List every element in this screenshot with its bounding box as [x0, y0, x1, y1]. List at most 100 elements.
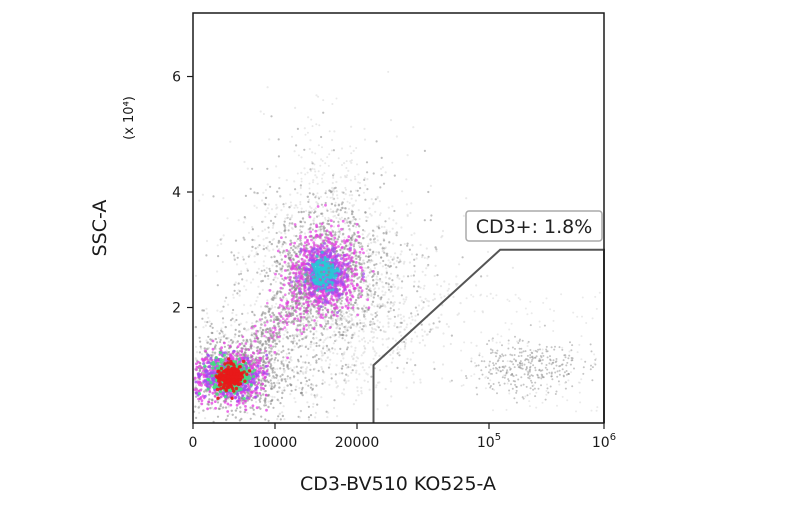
event-dot — [294, 400, 297, 404]
event-dot — [245, 288, 248, 291]
event-dot — [420, 308, 423, 311]
event-dot — [298, 339, 301, 342]
event-dot — [253, 255, 256, 258]
event-dot — [377, 287, 380, 290]
event-dot — [282, 249, 285, 252]
event-dot — [295, 286, 299, 290]
event-dot — [339, 302, 342, 305]
event-dot — [243, 285, 246, 288]
event-dot — [238, 323, 241, 326]
event-dot — [289, 305, 292, 308]
event-dot — [381, 290, 384, 293]
event-dot — [304, 345, 307, 349]
event-dot — [369, 339, 372, 342]
event-dot — [227, 303, 230, 306]
event-dot — [253, 339, 256, 343]
event-dot — [285, 242, 288, 245]
event-dot — [353, 333, 356, 336]
event-dot — [416, 313, 420, 316]
event-dot — [326, 238, 330, 242]
event-dot — [273, 260, 277, 263]
event-dot — [486, 250, 490, 253]
event-dot — [366, 260, 369, 264]
event-dot — [277, 349, 280, 352]
event-dot — [301, 361, 305, 364]
event-dot — [299, 193, 302, 196]
event-dot — [269, 363, 272, 366]
event-dot — [395, 266, 398, 269]
event-dot — [322, 111, 325, 114]
event-dot — [222, 305, 225, 308]
event-dot — [370, 241, 373, 244]
event-dot — [400, 250, 403, 253]
event-dot — [403, 340, 406, 343]
event-dot — [202, 309, 205, 312]
event-dot — [305, 314, 308, 317]
event-dot — [375, 275, 378, 278]
event-dot — [331, 138, 334, 142]
event-dot — [320, 270, 323, 274]
event-dot — [423, 219, 426, 222]
event-dot — [440, 296, 443, 299]
event-dot — [252, 408, 255, 411]
event-dot — [396, 346, 400, 349]
event-dot — [322, 283, 325, 287]
event-dot — [219, 403, 222, 406]
event-dot — [235, 318, 238, 322]
event-dot — [289, 256, 292, 260]
event-dot — [272, 290, 275, 293]
event-dot — [350, 256, 354, 259]
event-dot — [345, 348, 349, 351]
event-dot — [322, 205, 325, 208]
event-dot — [314, 416, 317, 419]
event-dot — [353, 364, 356, 367]
event-dot — [261, 229, 264, 233]
event-dot — [271, 264, 274, 267]
event-dot — [370, 375, 373, 378]
event-dot — [387, 317, 390, 320]
event-dot — [441, 229, 445, 233]
event-dot — [254, 247, 257, 250]
event-dot — [260, 332, 264, 336]
event-dot — [331, 319, 334, 322]
event-dot — [347, 224, 350, 227]
event-dot — [308, 205, 312, 208]
event-dot — [405, 326, 408, 329]
event-dot — [386, 301, 389, 304]
event-dot — [331, 334, 334, 337]
event-dot — [262, 238, 265, 241]
event-dot — [283, 226, 286, 229]
event-dot — [381, 281, 384, 284]
event-dot — [339, 218, 342, 221]
event-dot — [319, 195, 323, 198]
event-dot — [294, 204, 297, 207]
event-dot — [321, 177, 323, 180]
event-dot — [362, 305, 366, 308]
event-dot — [298, 253, 302, 256]
event-dot — [324, 307, 327, 310]
event-dot — [299, 250, 303, 254]
event-dot — [344, 328, 347, 331]
event-dot — [307, 304, 311, 307]
event-dot — [350, 212, 354, 216]
event-dot — [341, 365, 344, 368]
event-dot — [237, 289, 240, 292]
event-dot — [341, 306, 344, 309]
event-dot — [303, 241, 307, 245]
event-dot — [409, 322, 412, 325]
event-dot — [258, 244, 261, 247]
event-dot — [362, 259, 365, 262]
event-dot — [315, 310, 318, 313]
event-dot — [376, 408, 379, 411]
event-dot — [324, 218, 327, 221]
event-dot — [377, 294, 380, 297]
event-dot — [280, 258, 283, 261]
event-dot — [272, 222, 275, 225]
event-dot — [347, 374, 350, 377]
event-dot — [263, 367, 266, 370]
event-dot — [340, 367, 344, 370]
event-dot — [372, 296, 375, 299]
event-dot — [295, 254, 299, 258]
event-dot — [376, 197, 379, 200]
event-dot — [375, 386, 378, 389]
